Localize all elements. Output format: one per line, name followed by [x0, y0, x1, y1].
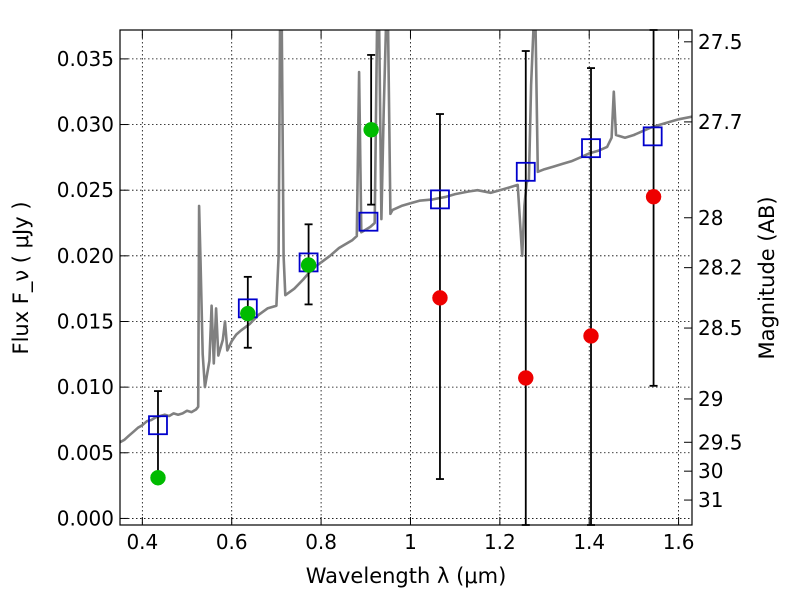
y-axis-label: Flux F_ν ( μJy ): [9, 201, 34, 354]
detection-marker: [363, 122, 379, 138]
model-box-marker: [642, 126, 663, 147]
upper-limit-marker: [583, 328, 599, 344]
plot-area: [120, 30, 692, 444]
model-box-marker: [148, 415, 168, 436]
right-tick-label: 28: [698, 206, 723, 230]
model-box-marker: [515, 161, 536, 182]
right-tick-label: 28.5: [698, 316, 743, 340]
right-tick-label: 27.7: [698, 110, 743, 134]
model-box-marker: [430, 189, 450, 210]
x-tick-label: 1.6: [663, 530, 695, 554]
upper-limit-marker: [518, 370, 534, 386]
y-tick-label: 0.020: [57, 244, 114, 268]
template-spectrum-line: [120, 30, 692, 444]
x-tick-label: 0.8: [305, 530, 337, 554]
plot-background: [120, 30, 692, 525]
x-tick-label: 1: [404, 530, 417, 554]
detection-marker: [240, 305, 256, 322]
detection-marker: [300, 257, 317, 273]
y-tick-label: 0.025: [57, 178, 114, 202]
x-tick-label: 1.2: [484, 530, 516, 554]
plot-frame: [119, 29, 693, 526]
right-tick-label: 27.5: [698, 30, 743, 54]
model-box-marker: [358, 211, 379, 232]
upper-limit-marker: [645, 189, 662, 205]
model-box-marker: [581, 138, 601, 159]
right-tick-label: 28.2: [698, 256, 743, 280]
x-tick-label: 1.4: [573, 530, 605, 554]
detection-marker: [150, 469, 166, 486]
x-tick-label: 0.4: [126, 530, 158, 554]
right-tick-label: 29: [698, 387, 723, 411]
right-tick-label: 30: [698, 459, 723, 483]
x-axis-label: Wavelength λ (μm): [306, 564, 507, 588]
grid: [120, 30, 692, 525]
right-tick-label: 29.5: [698, 430, 743, 454]
y-tick-label: 0.005: [57, 441, 114, 465]
axis-ticks: 0.4 0.6 0.8 1 1.2 1.4 1.6 0.000 0.005 0.010 0.015 0…: [57, 30, 743, 554]
x-tick-label: 0.6: [216, 530, 248, 554]
y-tick-label: 0.015: [57, 309, 114, 333]
right-axis-label: Magnitude (AB): [755, 196, 779, 359]
y-tick-label: 0.010: [57, 375, 114, 399]
y-tick-label: 0.030: [57, 113, 114, 137]
right-tick-label: 31: [698, 488, 723, 512]
y-tick-label: 0.000: [57, 506, 114, 530]
upper-limit-marker: [432, 290, 448, 306]
y-tick-label: 0.035: [57, 47, 114, 71]
